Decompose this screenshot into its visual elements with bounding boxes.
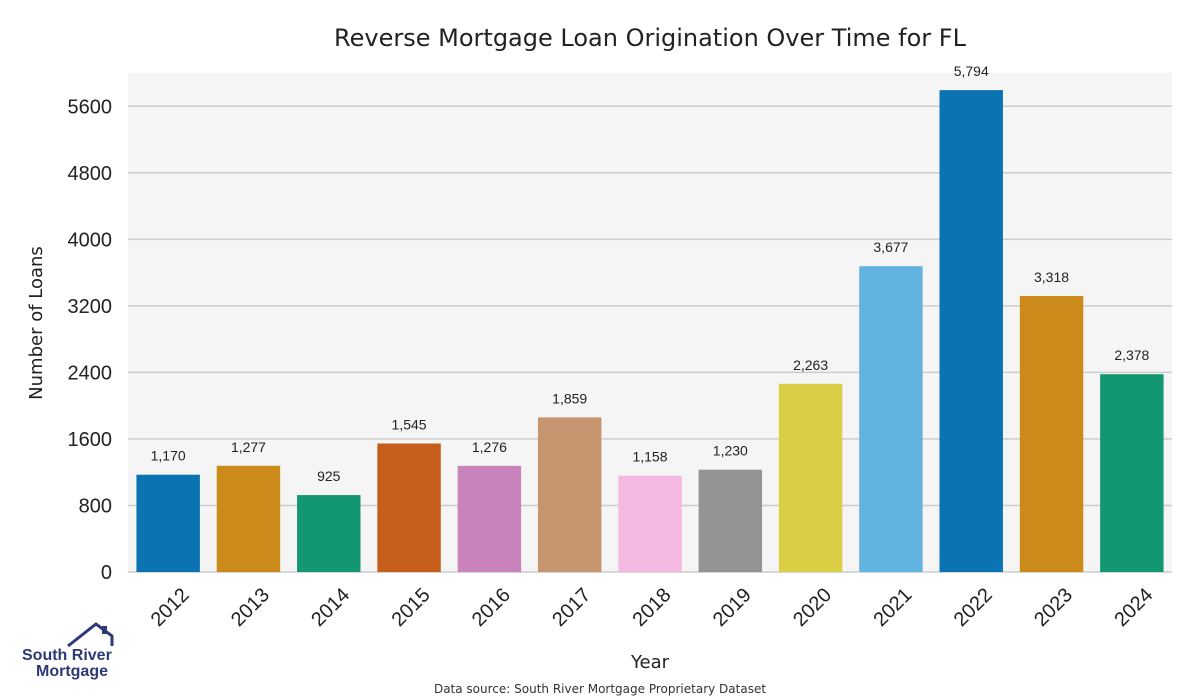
y-tick-label: 5600: [68, 96, 113, 118]
bar-2014: [297, 495, 361, 572]
bar-2019: [698, 469, 763, 572]
y-tick-label: 4000: [68, 229, 113, 251]
x-tick-label-2021: 2021: [869, 584, 916, 631]
data-label-2024: 2,378: [1114, 347, 1149, 363]
bar-2015: [377, 443, 441, 572]
data-label-2022: 5,794: [954, 63, 989, 79]
x-tick-label-2013: 2013: [227, 584, 274, 631]
bar-2013: [216, 465, 281, 572]
data-label-2015: 1,545: [392, 417, 427, 433]
data-label-2012: 1,170: [151, 448, 186, 464]
x-tick-label-2014: 2014: [307, 584, 354, 631]
y-axis-label: Number of Loans: [26, 246, 47, 400]
bar-2022: [939, 90, 1003, 573]
x-tick-label-2012: 2012: [147, 584, 194, 631]
y-tick-label: 4800: [68, 163, 113, 185]
x-axis-label: Year: [630, 652, 670, 673]
x-tick-label-2015: 2015: [388, 584, 435, 631]
y-tick-label: 0: [101, 562, 112, 584]
bar-2023: [1019, 296, 1084, 572]
data-label-2017: 1,859: [552, 390, 587, 406]
bar-2018: [618, 475, 682, 572]
data-label-2018: 1,158: [632, 449, 667, 465]
data-label-2023: 3,318: [1034, 269, 1069, 285]
x-tick-label-2017: 2017: [548, 584, 595, 631]
y-tick-label: 3200: [68, 296, 113, 318]
data-label-2020: 2,263: [793, 357, 828, 373]
bar-2017: [537, 417, 602, 572]
logo: South River Mortgage: [22, 622, 114, 680]
chimney-icon: [102, 626, 107, 634]
bar-2020: [778, 383, 843, 572]
data-labels: 1,170 1,277 925 1,545 1,276 1,859 1,158 1,230 2,…: [151, 63, 1150, 484]
y-tick-label: 2400: [68, 362, 113, 384]
x-tick-label-2022: 2022: [950, 584, 997, 631]
logo-line-1: South River: [22, 647, 112, 664]
data-label-2014: 925: [317, 468, 341, 484]
logo-line-2: Mortgage: [36, 663, 108, 680]
x-tick-label-2020: 2020: [789, 584, 836, 631]
x-axis-ticks: 2012 2013 2014 2015 2016 2017 2018 2019 2020 2021…: [147, 584, 1158, 631]
x-tick-label-2016: 2016: [468, 584, 515, 631]
x-tick-label-2024: 2024: [1110, 584, 1157, 631]
x-tick-label-2018: 2018: [629, 584, 676, 631]
y-tick-label: 800: [79, 495, 112, 517]
x-tick-label-2019: 2019: [709, 584, 756, 631]
bar-2012: [136, 474, 200, 572]
data-source: Data source: South River Mortgage Propri…: [434, 682, 766, 696]
bars: [136, 90, 1164, 573]
data-label-2016: 1,276: [472, 439, 507, 455]
x-tick-label-2023: 2023: [1030, 584, 1077, 631]
data-label-2013: 1,277: [231, 439, 266, 455]
y-axis-ticks: 0 800 1600 2400 3200 4000 4800 5600: [68, 96, 113, 584]
y-tick-label: 1600: [68, 429, 113, 451]
bar-2024: [1100, 374, 1164, 572]
data-label-2019: 1,230: [713, 443, 748, 459]
bar-2021: [859, 266, 923, 572]
bar-2016: [457, 465, 522, 572]
data-label-2021: 3,677: [873, 239, 908, 255]
chart-title: Reverse Mortgage Loan Origination Over T…: [334, 24, 967, 52]
